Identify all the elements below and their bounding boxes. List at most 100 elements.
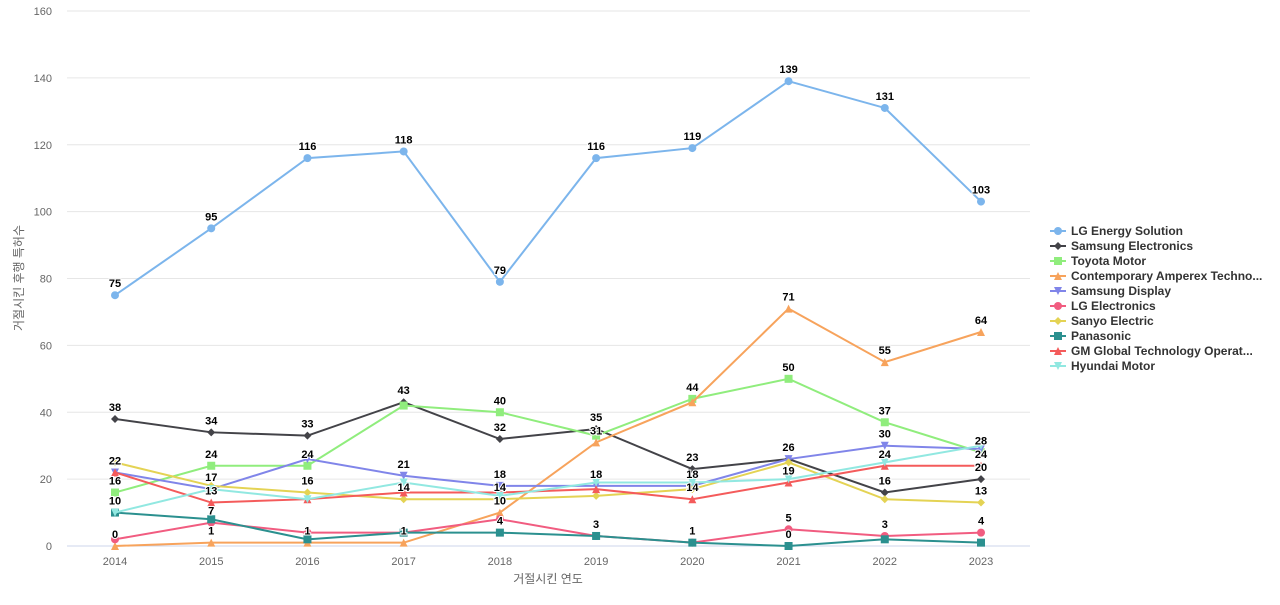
data-point xyxy=(880,488,889,497)
data-label: 131 xyxy=(876,91,894,103)
data-label: 32 xyxy=(494,422,506,434)
legend-label: Contemporary Amperex Techno... xyxy=(1071,269,1262,283)
x-axis-ticks: 2014 2015 2016 2017 2018 2019 2020 2021 2022 2023 xyxy=(103,556,993,568)
data-label: 0 xyxy=(785,529,791,541)
data-point xyxy=(592,491,601,500)
data-point xyxy=(977,498,985,507)
x-tick-label: 2016 xyxy=(295,556,319,568)
data-label: 22 xyxy=(109,455,121,467)
data-point xyxy=(977,538,985,547)
data-label: 116 xyxy=(299,141,317,153)
legend-marker-icon xyxy=(1054,272,1062,280)
data-point xyxy=(977,328,985,336)
x-tick-label: 2014 xyxy=(103,556,127,568)
data-point xyxy=(784,458,793,467)
data-label: 30 xyxy=(879,429,891,441)
data-point xyxy=(592,478,601,487)
data-label: 43 xyxy=(398,385,410,397)
y-tick-label: 100 xyxy=(34,207,52,219)
data-point xyxy=(688,465,697,474)
data-label: 34 xyxy=(205,415,218,427)
data-point xyxy=(592,424,601,433)
legend-marker-icon xyxy=(1054,287,1062,295)
data-point xyxy=(111,535,119,544)
data-point xyxy=(880,458,889,467)
data-label: 18 xyxy=(494,469,506,481)
data-point xyxy=(303,431,312,440)
data-label: 26 xyxy=(782,442,794,454)
data-point xyxy=(784,374,793,383)
data-point xyxy=(111,291,119,300)
series-line xyxy=(114,377,982,494)
legend-item: LG Electronics xyxy=(1050,299,1156,313)
data-point xyxy=(303,154,312,163)
data-point xyxy=(880,418,889,427)
data-label: 1 xyxy=(208,526,214,538)
data-point xyxy=(592,485,601,494)
x-axis-title: 거절시킨 연도 xyxy=(513,572,583,586)
x-tick-label: 2019 xyxy=(584,556,608,568)
data-point xyxy=(111,488,119,497)
data-label: 7 xyxy=(208,506,214,518)
legend-label: Panasonic xyxy=(1071,329,1131,343)
data-label: 10 xyxy=(109,496,121,508)
legend-label: Toyota Motor xyxy=(1071,254,1146,268)
legend-label: LG Energy Solution xyxy=(1071,224,1183,238)
data-point xyxy=(495,515,504,524)
x-tick-label: 2015 xyxy=(199,556,223,568)
data-point xyxy=(784,304,793,313)
legend-marker-icon xyxy=(1054,227,1062,235)
data-point xyxy=(207,485,216,494)
data-point xyxy=(399,538,408,547)
data-point xyxy=(977,528,985,537)
legend-item: Contemporary Amperex Techno... xyxy=(1050,269,1262,283)
y-tick-label: 60 xyxy=(40,340,52,352)
data-point xyxy=(399,147,408,156)
data-label: 4 xyxy=(978,516,985,528)
data-label: 16 xyxy=(879,476,891,488)
series-contemporary-amperex-techno- xyxy=(111,304,985,550)
x-tick-label: 2018 xyxy=(488,556,512,568)
data-label: 1 xyxy=(304,526,310,538)
series-hyundai-motor xyxy=(111,441,985,517)
legend-marker-icon xyxy=(1054,347,1062,355)
data-label: 14 xyxy=(398,482,411,494)
data-label: 13 xyxy=(975,486,987,498)
data-label: 75 xyxy=(109,278,121,290)
data-point xyxy=(784,542,793,550)
data-point xyxy=(399,401,408,410)
data-point xyxy=(111,414,119,423)
data-label: 16 xyxy=(109,476,121,488)
data-point xyxy=(688,495,697,504)
data-point xyxy=(303,535,312,544)
data-point xyxy=(303,461,312,470)
series-line xyxy=(114,80,982,297)
data-point xyxy=(784,77,793,86)
data-label: 119 xyxy=(683,131,701,143)
data-point xyxy=(399,495,408,504)
data-label: 3 xyxy=(593,519,599,531)
legend-item: Toyota Motor xyxy=(1050,254,1146,268)
data-label: 18 xyxy=(686,469,698,481)
data-label: 13 xyxy=(205,486,217,498)
y-tick-label: 80 xyxy=(40,274,52,286)
data-label: 4 xyxy=(497,516,504,528)
legend-marker-icon xyxy=(1054,332,1062,340)
x-tick-label: 2017 xyxy=(391,556,415,568)
data-point xyxy=(399,471,408,480)
data-point xyxy=(880,535,889,544)
data-label: 10 xyxy=(494,496,506,508)
data-point xyxy=(207,461,216,470)
data-point xyxy=(495,277,504,286)
data-point xyxy=(880,495,889,504)
x-tick-label: 2022 xyxy=(873,556,897,568)
x-tick-label: 2021 xyxy=(776,556,800,568)
data-point xyxy=(880,441,889,450)
y-tick-label: 20 xyxy=(40,474,52,486)
data-point xyxy=(495,528,504,537)
y-tick-label: 0 xyxy=(46,541,52,553)
data-point xyxy=(495,435,504,443)
data-point xyxy=(303,495,312,504)
y-axis-ticks: 0 20 40 60 80 100 120 140 160 xyxy=(34,6,52,553)
data-label: 79 xyxy=(494,265,506,277)
